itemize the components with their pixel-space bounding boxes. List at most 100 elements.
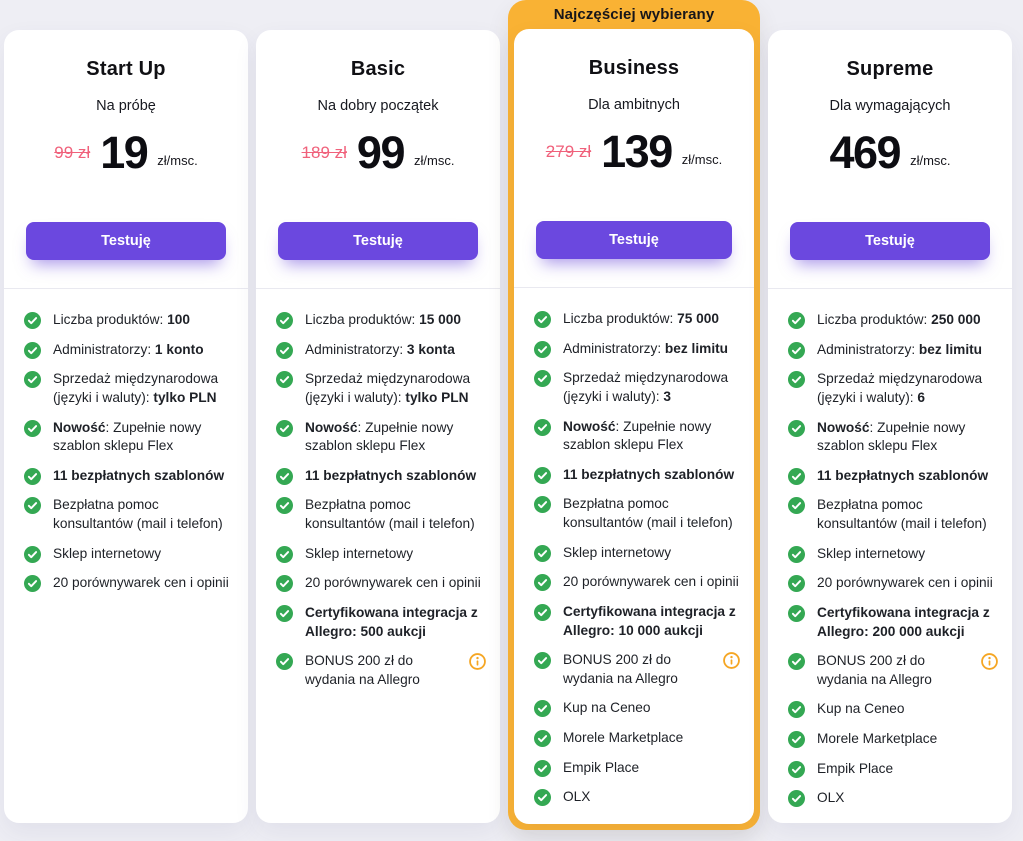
feature-text: 11 bezpłatnych szablonów: [563, 466, 740, 485]
test-button[interactable]: Testuję: [536, 221, 732, 259]
feature-segment: BONUS 200 zł do wydania na Allegro: [563, 652, 678, 686]
feature-segment: 15 000: [419, 312, 461, 327]
feature-segment: Certyfikowana integracja z Allegro: 10 0…: [563, 603, 736, 638]
feature-segment: Nowość: [305, 419, 358, 435]
feature-text: Liczba produktów: 15 000: [305, 311, 486, 330]
feature-text: Sklep internetowy: [53, 545, 234, 564]
check-icon: [788, 731, 805, 748]
check-icon: [534, 700, 551, 718]
feature-item: Bezpłatna pomoc konsultantów (mail i tel…: [788, 496, 998, 533]
feature-text: Certyfikowana integracja z Allegro: 10 0…: [563, 603, 740, 640]
feature-segment: BONUS 200 zł do wydania na Allegro: [305, 653, 420, 687]
feature-item: Certyfikowana integracja z Allegro: 500 …: [276, 604, 486, 641]
feature-text: Morele Marketplace: [563, 729, 740, 748]
pricing-card: Supreme Dla wymagających 469 zł/msc. Tes…: [768, 30, 1012, 823]
feature-segment: Sprzedaż międzynarodowa (języki i waluty…: [53, 371, 219, 405]
feature-segment: Nowość: [53, 419, 106, 435]
feature-item: Kup na Ceneo: [534, 699, 740, 718]
feature-text: Administratorzy: bez limitu: [563, 340, 740, 359]
plan-name: Start Up: [86, 58, 166, 80]
check-icon: [24, 467, 41, 485]
feature-segment: Empik Place: [563, 759, 640, 775]
feature-item: Certyfikowana integracja z Allegro: 10 0…: [534, 603, 740, 640]
feature-segment: 11 bezpłatnych szablonów: [305, 467, 477, 483]
check-icon: [534, 759, 551, 777]
check-icon: [788, 545, 805, 563]
feature-item: Bezpłatna pomoc konsultantów (mail i tel…: [24, 496, 234, 533]
feature-segment: 100: [167, 312, 190, 327]
feature-item: Sprzedaż międzynarodowa (języki i waluty…: [788, 370, 998, 407]
feature-segment: Sprzedaż międzynarodowa (języki i waluty…: [563, 370, 729, 404]
plan-tagline: Na próbę: [96, 98, 156, 114]
feature-segment: : Zupełnie nowy szablon sklepu Flex: [305, 419, 454, 454]
price-unit: zł/msc.: [157, 152, 198, 168]
feature-segment: : Zupełnie nowy szablon sklepu Flex: [53, 419, 202, 454]
feature-segment: Morele Marketplace: [817, 731, 938, 746]
pricing-card: Start Up Na próbę 99 zł 19 zł/msc. Testu…: [4, 30, 248, 823]
check-icon: [534, 370, 551, 388]
feature-segment: bez limitu: [664, 340, 729, 356]
feature-item: BONUS 200 zł do wydania na Allegro: [534, 651, 740, 688]
check-icon: [534, 652, 551, 670]
feature-segment: Administratorzy:: [817, 341, 919, 357]
feature-item: Morele Marketplace: [788, 730, 998, 749]
feature-item: BONUS 200 zł do wydania na Allegro: [276, 652, 486, 689]
check-icon: [788, 497, 805, 515]
feature-segment: 6: [917, 389, 926, 405]
feature-segment: Certyfikowana integracja z Allegro: 200 …: [817, 604, 990, 639]
check-icon: [534, 311, 551, 328]
feature-segment: 20 porównywarek cen i opinii: [53, 575, 229, 591]
feature-text: Sprzedaż międzynarodowa (języki i waluty…: [817, 370, 998, 407]
feature-item: Empik Place: [534, 759, 740, 778]
feature-text: Morele Marketplace: [817, 730, 998, 749]
feature-item: Kup na Ceneo: [788, 700, 998, 719]
feature-segment: Kup na Ceneo: [563, 700, 651, 716]
check-icon: [534, 574, 551, 592]
feature-text: Sprzedaż międzynarodowa (języki i waluty…: [305, 370, 486, 407]
pricing-card-wrapper: Basic Na dobry początek 189 zł 99 zł/msc…: [256, 0, 500, 823]
price-value: 139: [601, 126, 673, 177]
feature-segment: 11 bezpłatnych szablonów: [563, 466, 735, 482]
feature-item: Administratorzy: bez limitu: [788, 341, 998, 360]
price-value: 99: [356, 127, 406, 178]
feature-item: Liczba produktów: 100: [24, 311, 234, 330]
feature-text: 11 bezpłatnych szablonów: [305, 467, 486, 486]
feature-segment: Liczba produktów:: [53, 312, 168, 327]
feature-segment: OLX: [817, 790, 845, 806]
check-icon: [276, 341, 293, 359]
price-value: 469: [829, 127, 901, 178]
feature-text: BONUS 200 zł do wydania na Allegro: [563, 651, 711, 688]
info-icon[interactable]: [981, 653, 998, 670]
feature-segment: Nowość: [817, 419, 870, 435]
test-button[interactable]: Testuję: [26, 222, 226, 260]
old-price: 279 zł: [545, 142, 592, 161]
divider: [256, 288, 500, 289]
feature-item: Administratorzy: bez limitu: [534, 340, 740, 359]
info-icon[interactable]: [469, 653, 486, 670]
check-icon: [276, 575, 293, 593]
test-button[interactable]: Testuję: [278, 222, 478, 260]
feature-item: 11 bezpłatnych szablonów: [276, 467, 486, 486]
check-icon: [534, 603, 551, 621]
feature-segment: 3 konta: [406, 341, 455, 357]
test-button[interactable]: Testuję: [790, 222, 990, 260]
feature-item: 20 porównywarek cen i opinii: [788, 574, 998, 593]
check-icon: [24, 545, 41, 563]
check-icon: [276, 653, 293, 671]
plan-name: Supreme: [846, 58, 934, 80]
info-icon[interactable]: [723, 652, 740, 669]
check-icon: [24, 497, 41, 515]
pricing-card-wrapper: Najczęściej wybierany Business Dla ambit…: [508, 0, 760, 830]
feature-segment: Sklep internetowy: [817, 545, 926, 561]
check-icon: [788, 371, 805, 389]
plan-tagline: Dla ambitnych: [588, 97, 680, 113]
price-unit: zł/msc.: [413, 152, 455, 168]
check-icon: [24, 371, 41, 389]
feature-segment: 250 000: [931, 312, 981, 327]
feature-segment: Certyfikowana integracja z Allegro: 500 …: [305, 604, 478, 639]
check-icon: [276, 545, 293, 563]
feature-segment: Sprzedaż międzynarodowa (języki i waluty…: [817, 371, 983, 405]
check-icon: [788, 701, 805, 719]
price-unit: zł/msc.: [681, 151, 723, 167]
pricing-card-wrapper: Start Up Na próbę 99 zł 19 zł/msc. Testu…: [4, 0, 248, 823]
